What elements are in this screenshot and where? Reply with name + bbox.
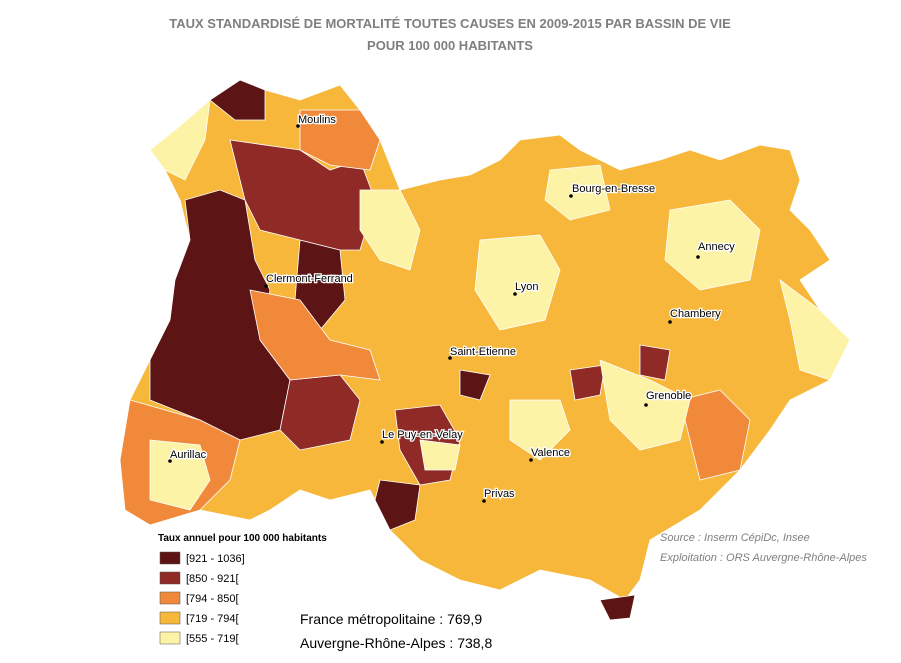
city-markers: Moulins Bourg-en-Bresse Annecy Clermont-… — [168, 113, 736, 503]
city-label: Grenoble — [646, 390, 691, 402]
city-label: Moulins — [298, 114, 336, 126]
legend-swatch — [159, 551, 181, 565]
legend-label: [555 - 719[ — [186, 633, 239, 645]
legend-swatch — [159, 631, 181, 645]
map — [119, 79, 851, 621]
city-label: Annecy — [698, 241, 735, 253]
city-dot — [168, 459, 172, 463]
legend-label: [921 - 1036] — [186, 553, 245, 565]
city-dot — [264, 284, 268, 288]
city-dot — [696, 255, 700, 259]
city-label: Clermont-Ferrand — [266, 273, 353, 285]
city-dot — [296, 124, 300, 128]
city-dot — [529, 458, 533, 462]
city-dot — [644, 403, 648, 407]
city-dot — [569, 194, 573, 198]
legend: Taux annuel pour 100 000 habitants [921 … — [158, 533, 327, 645]
reference-line: France métropolitaine : 769,9 — [300, 611, 482, 627]
title-line: TAUX STANDARDISÉ DE MORTALITÉ TOUTES CAU… — [169, 16, 731, 31]
legend-label: [794 - 850[ — [186, 593, 239, 605]
source-line: Source : Inserm CépiDc, Insee — [660, 532, 810, 544]
city-dot — [380, 440, 384, 444]
legend-label: [850 - 921[ — [186, 573, 239, 585]
city-label: Le Puy-en-Velay — [382, 429, 463, 441]
title-line: POUR 100 000 HABITANTS — [367, 38, 533, 53]
legend-label: [719 - 794[ — [186, 613, 239, 625]
legend-swatch — [159, 571, 181, 585]
city-dot — [668, 320, 672, 324]
reference-line: Auvergne-Rhône-Alpes : 738,8 — [300, 635, 492, 651]
city-label: Lyon — [515, 281, 538, 293]
city-label: Privas — [484, 488, 515, 500]
legend-title: Taux annuel pour 100 000 habitants — [158, 533, 327, 544]
city-label: Valence — [531, 447, 570, 459]
city-label: Aurillac — [170, 449, 207, 461]
city-dot — [482, 499, 486, 503]
city-label: Bourg-en-Bresse — [572, 183, 655, 195]
legend-swatch — [159, 611, 181, 625]
source-line: Exploitation : ORS Auvergne-Rhône-Alpes — [660, 552, 867, 564]
city-dot — [448, 356, 452, 360]
city-label: Chambery — [670, 308, 721, 320]
city-dot — [513, 292, 517, 296]
legend-swatch — [159, 591, 181, 605]
city-label: Saint-Etienne — [450, 346, 516, 358]
